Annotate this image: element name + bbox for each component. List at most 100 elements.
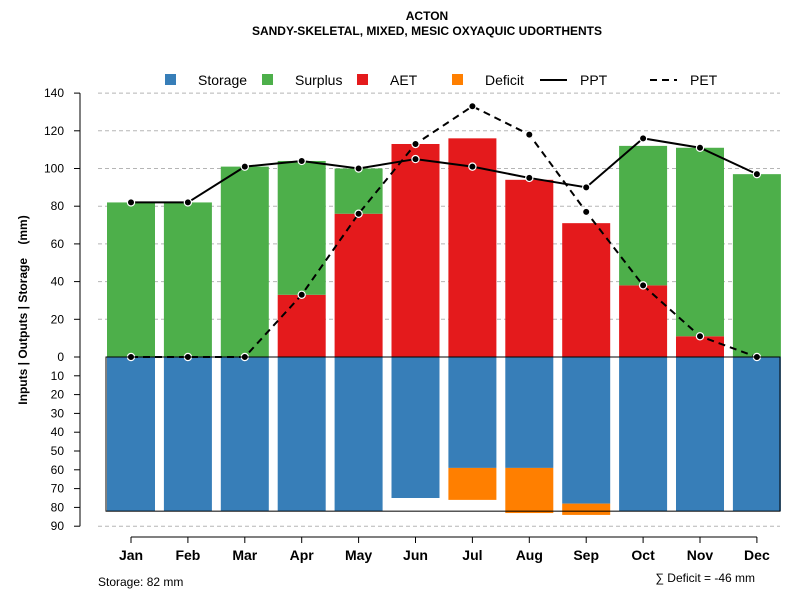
y-tick-label: 80	[51, 500, 65, 514]
ppt-point	[752, 169, 762, 179]
storage-bar	[391, 357, 440, 498]
chart-title: ACTON	[406, 9, 448, 23]
surplus-bar	[732, 174, 781, 357]
surplus-bar	[676, 147, 724, 337]
legend-label: PPT	[580, 72, 608, 88]
ppt-point	[183, 198, 193, 207]
month-label: Feb	[175, 547, 200, 563]
ppt-point	[695, 143, 705, 152]
legend-label: Storage	[198, 72, 247, 88]
storage-bar	[676, 357, 724, 512]
legend-swatch	[165, 74, 176, 85]
y-tick-label: 70	[51, 482, 65, 496]
legend-swatch	[452, 74, 463, 85]
surplus-bar	[277, 160, 326, 295]
storage-bar	[277, 357, 326, 512]
storage-capacity-box	[105, 356, 781, 512]
storage-bar	[732, 357, 781, 512]
pet-point	[468, 102, 477, 111]
month-label: Nov	[687, 547, 714, 563]
month-label: Jun	[403, 547, 428, 563]
deficit-bar	[562, 503, 611, 515]
deficit-bar	[448, 467, 497, 500]
storage-bar	[562, 357, 611, 504]
pet-point	[525, 130, 534, 139]
month-label: Oct	[631, 547, 655, 563]
ppt-point	[297, 156, 306, 166]
deficit-sum: ∑ Deficit = -46 mm	[655, 571, 755, 585]
aet-bar	[277, 294, 326, 357]
y-axis-label: Inputs | Outputs | Storage (mm)	[16, 215, 30, 404]
aet-bar	[391, 143, 440, 357]
y-tick-label: 30	[51, 406, 65, 420]
axes: 0 20 40 60 80 100 120 140 10 20 30 40 50 60 70 80 90 Jan F…	[44, 86, 781, 563]
storage-bar	[163, 357, 212, 512]
y-tick-label: 20	[51, 312, 65, 326]
legend-swatch	[357, 74, 368, 85]
month-label: Jan	[119, 547, 143, 563]
storage-bar	[619, 357, 668, 512]
ppt-point	[582, 183, 591, 192]
legend-swatch	[262, 74, 273, 85]
month-label: Apr	[290, 547, 315, 563]
legend: Storage Surplus AET Deficit PPT PET	[165, 72, 718, 88]
y-tick-label: 60	[51, 463, 65, 477]
aet-bar	[619, 285, 668, 357]
y-tick-label: 50	[51, 444, 65, 458]
y-tick-label: 80	[51, 199, 65, 213]
legend-label: AET	[390, 72, 418, 88]
deficit-bar	[505, 467, 554, 514]
legend-label: Deficit	[485, 72, 524, 88]
ppt-point	[240, 162, 249, 171]
month-label: Sep	[573, 547, 599, 563]
storage-note: Storage: 82 mm	[98, 575, 183, 589]
ppt-point	[468, 162, 477, 171]
y-tick-label: 60	[51, 237, 65, 251]
bars	[107, 138, 781, 515]
y-tick-label: 90	[51, 519, 65, 533]
ppt-line	[131, 137, 758, 204]
y-tick-label: 0	[57, 350, 64, 364]
legend-label: PET	[690, 72, 718, 88]
surplus-bar	[220, 166, 269, 357]
month-label: Jul	[462, 547, 482, 563]
aet-bar	[562, 223, 611, 357]
storage-bar	[220, 357, 269, 512]
chart-subtitle: SANDY-SKELETAL, MIXED, MESIC OXYAQUIC UD…	[252, 24, 602, 38]
pet-point	[695, 332, 705, 341]
pet-point	[297, 290, 306, 299]
y-tick-label: 140	[44, 86, 64, 100]
month-label: Aug	[516, 547, 543, 563]
surplus-bar	[334, 168, 383, 214]
y-tick-label: 20	[51, 388, 65, 402]
pet-point	[354, 209, 363, 218]
surplus-bar	[163, 202, 212, 357]
pet-point	[638, 281, 648, 290]
ppt-point	[354, 164, 363, 173]
ppt-point	[411, 154, 420, 164]
aet-bar	[505, 179, 554, 357]
y-tick-label: 100	[44, 162, 64, 176]
storage-bar	[334, 357, 383, 512]
storage-bar	[448, 357, 497, 468]
y-tick-label: 40	[51, 275, 65, 289]
ppt-point	[525, 173, 534, 183]
pet-line	[131, 105, 758, 358]
storage-bar	[505, 357, 554, 468]
month-label: Dec	[744, 547, 770, 563]
y-tick-label: 40	[51, 425, 65, 439]
storage-bar	[107, 357, 155, 512]
ppt-point	[638, 134, 648, 143]
month-label: May	[345, 547, 372, 563]
pet-point	[582, 207, 591, 217]
legend-label: Surplus	[295, 72, 342, 88]
y-tick-label: 120	[44, 124, 64, 138]
surplus-bar	[619, 145, 668, 286]
ppt-point	[126, 198, 136, 207]
month-label: Mar	[232, 547, 257, 563]
pet-point	[411, 139, 420, 149]
aet-bar	[448, 138, 497, 357]
aet-bar	[334, 213, 383, 357]
y-tick-label: 10	[51, 369, 65, 383]
